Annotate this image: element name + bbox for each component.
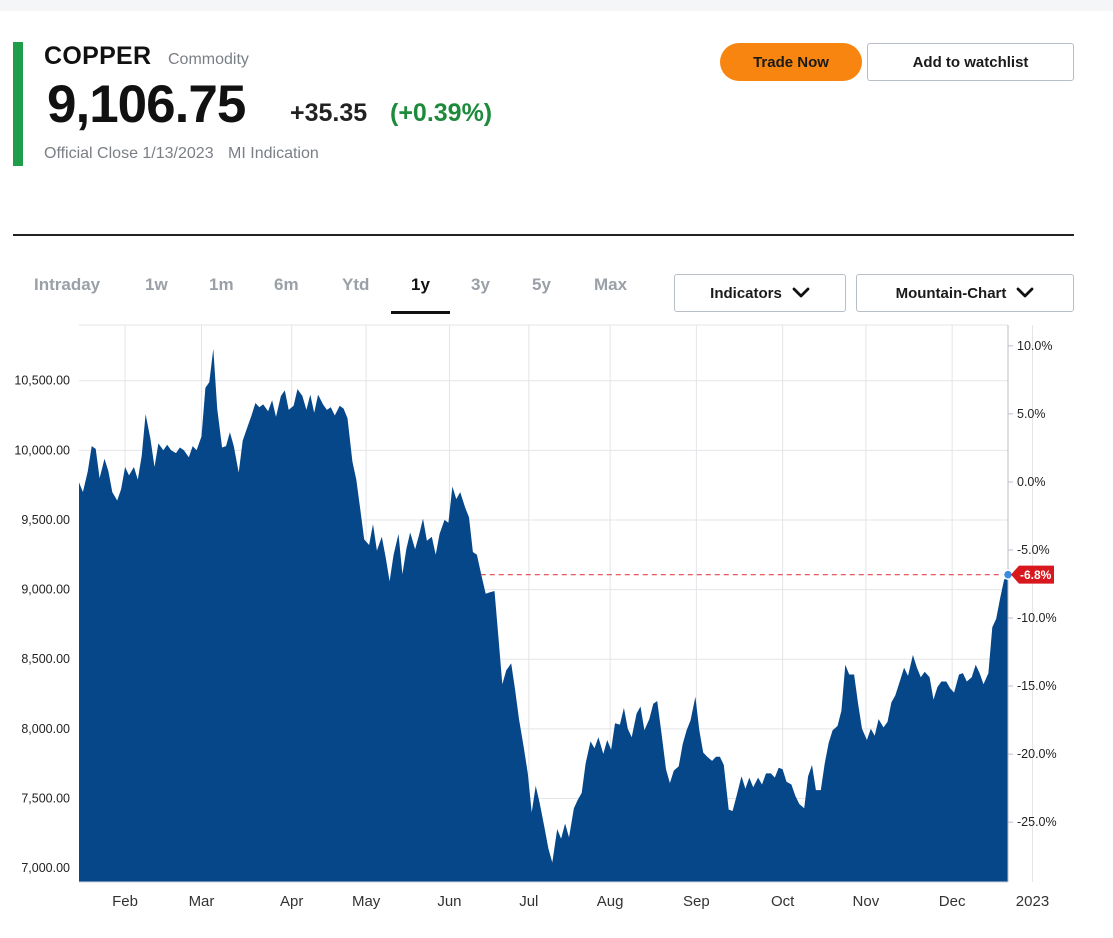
tab-6m[interactable]: 6m xyxy=(274,275,299,294)
tab-5y[interactable]: 5y xyxy=(532,275,551,294)
y-tick-label-percent: -20.0% xyxy=(1017,747,1057,761)
x-tick-label: Jul xyxy=(519,893,538,910)
indication-label: MI Indication xyxy=(228,145,319,162)
tab-3y[interactable]: 3y xyxy=(471,275,490,294)
x-tick-label: Sep xyxy=(683,893,710,910)
left-axis-ticks: 10,500.00 10,000.00 9,500.00 9,000.00 8,500.… xyxy=(14,374,70,875)
x-tick-label: Jun xyxy=(437,893,461,910)
active-tab-underline xyxy=(391,311,450,314)
x-tick-label: 2023 xyxy=(1016,893,1049,910)
y-tick-label-percent: 5.0% xyxy=(1017,407,1046,421)
last-change-label: -6.8% xyxy=(1020,568,1052,582)
tab-1m[interactable]: 1m xyxy=(209,275,234,294)
x-tick-label: Mar xyxy=(189,893,215,910)
tab-1y[interactable]: 1y xyxy=(411,275,430,294)
instrument-type: Commodity xyxy=(168,51,249,68)
tab-max[interactable]: Max xyxy=(594,275,628,294)
official-close-label: Official Close 1/13/2023 xyxy=(44,145,214,162)
close-info: Official Close 1/13/2023 MI Indication xyxy=(44,145,319,163)
y-tick-label: 8,500.00 xyxy=(21,652,70,666)
change-accent-bar xyxy=(13,42,23,166)
indicators-dropdown[interactable]: Indicators xyxy=(674,274,846,312)
price-chart[interactable]: 10,500.00 10,000.00 9,500.00 9,000.00 8,500.… xyxy=(0,320,1113,920)
last-change-badge: -6.8% xyxy=(1011,565,1054,584)
tab-1w[interactable]: 1w xyxy=(145,275,168,294)
y-tick-label-percent: -5.0% xyxy=(1017,543,1050,557)
y-tick-label-percent: 10.0% xyxy=(1017,339,1052,353)
y-tick-label: 10,000.00 xyxy=(14,443,70,457)
y-tick-label: 9,000.00 xyxy=(21,583,70,597)
y-tick-label-percent: -25.0% xyxy=(1017,815,1057,829)
y-tick-label: 7,500.00 xyxy=(21,791,70,805)
header-divider xyxy=(13,234,1074,236)
last-price: 9,106.75 xyxy=(47,75,246,134)
chart-type-label: Mountain-Chart xyxy=(895,284,1007,302)
price-change: +35.35 xyxy=(290,99,368,127)
add-to-watchlist-button[interactable]: Add to watchlist xyxy=(867,43,1074,81)
x-tick-label: Oct xyxy=(771,893,795,910)
y-tick-label: 7,000.00 xyxy=(21,861,70,875)
y-tick-label-percent: -10.0% xyxy=(1017,611,1057,625)
x-axis-ticks: Feb Mar Apr May Jun Jul Aug Sep Oct Nov Dec 2023 xyxy=(112,893,1049,910)
trade-now-button[interactable]: Trade Now xyxy=(720,43,862,81)
price-change-percent: (+0.39%) xyxy=(390,99,493,127)
x-tick-label: Nov xyxy=(853,893,880,910)
tab-intraday[interactable]: Intraday xyxy=(34,275,101,294)
y-tick-label: 9,500.00 xyxy=(21,513,70,527)
x-tick-label: Aug xyxy=(597,893,624,910)
right-axis-ticks: 10.0% 5.0% 0.0% -5.0% -10.0% -15.0% -20.0% -25.… xyxy=(1008,339,1057,829)
y-tick-label: 10,500.00 xyxy=(14,374,70,388)
tab-ytd[interactable]: Ytd xyxy=(342,275,370,294)
chart-type-dropdown[interactable]: Mountain-Chart xyxy=(856,274,1074,312)
chevron-down-icon xyxy=(792,287,810,298)
x-tick-label: Apr xyxy=(280,893,303,910)
y-tick-label: 8,000.00 xyxy=(21,722,70,736)
x-tick-label: May xyxy=(352,893,381,910)
chevron-down-icon xyxy=(1017,287,1034,298)
x-tick-label: Feb xyxy=(112,893,138,910)
price-area xyxy=(79,348,1008,882)
y-tick-label-percent: 0.0% xyxy=(1017,475,1046,489)
y-tick-label-percent: -15.0% xyxy=(1017,679,1057,693)
indicators-label: Indicators xyxy=(710,284,782,302)
top-strip xyxy=(0,0,1113,11)
instrument-name: COPPER xyxy=(44,42,152,70)
x-tick-label: Dec xyxy=(939,893,966,910)
